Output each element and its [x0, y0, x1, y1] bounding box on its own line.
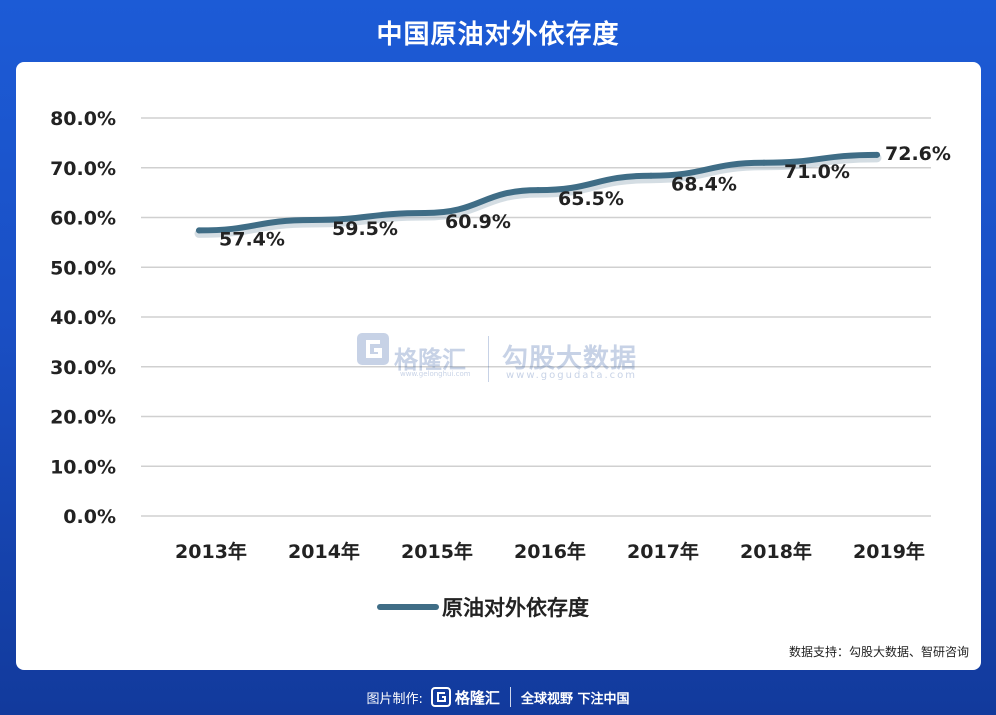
data-point [196, 227, 202, 234]
legend-label: 原油对外依存度 [442, 596, 589, 620]
data-point [874, 151, 880, 158]
series-lines [194, 151, 882, 238]
footer-slogan: 全球视野 下注中国 [520, 691, 630, 707]
data-label: 71.0% [784, 161, 850, 183]
data-label: 68.4% [671, 174, 737, 196]
data-label: 72.6% [885, 143, 951, 165]
x-axis-ticks: 2013年 2014年 2015年 2016年 2017年 2018年 2019年 [175, 540, 925, 563]
x-tick-label: 2019年 [853, 540, 925, 563]
y-tick-label: 80.0% [50, 108, 116, 130]
y-axis-ticks: 0.0% 10.0% 20.0% 30.0% 40.0% 50.0% 60.0% 70.0% 8… [50, 108, 116, 528]
data-labels: 57.4% 59.5% 60.9% 65.5% 68.4% 71.0% 72.6% [219, 143, 951, 251]
y-tick-label: 20.0% [50, 407, 116, 429]
data-point [309, 216, 315, 223]
y-tick-label: 50.0% [50, 257, 116, 279]
data-label: 57.4% [219, 228, 285, 250]
y-tick-label: 30.0% [50, 357, 116, 379]
x-tick-label: 2013年 [175, 540, 247, 563]
line-chart: 0.0% 10.0% 20.0% 30.0% 40.0% 50.0% 60.0% 70.0% 8… [50, 108, 951, 620]
source-note: 数据支持：勾股大数据、智研咨询 [788, 645, 969, 659]
footer-divider [509, 687, 511, 707]
x-tick-label: 2015年 [401, 540, 473, 563]
y-tick-label: 40.0% [50, 307, 116, 329]
data-point [648, 172, 654, 179]
data-point [535, 187, 541, 194]
data-point [422, 210, 428, 217]
data-point [761, 159, 767, 166]
page-title: 中国原油对外依存度 [376, 20, 620, 50]
footer-logo: 格隆汇 [430, 687, 500, 708]
legend: 原油对外依存度 [377, 596, 589, 620]
footer-brand: 格隆汇 [454, 688, 500, 707]
y-tick-label: 60.0% [50, 208, 116, 230]
y-tick-label: 70.0% [50, 158, 116, 180]
x-tick-label: 2016年 [514, 540, 586, 563]
grid-lines [141, 117, 931, 517]
y-tick-label: 10.0% [50, 456, 116, 478]
gelonghui-logo-icon [430, 687, 451, 707]
x-tick-label: 2017年 [627, 540, 699, 563]
data-label: 59.5% [332, 218, 398, 240]
chart-card: 0.0% 10.0% 20.0% 30.0% 40.0% 50.0% 60.0% 70.0% 8… [16, 62, 981, 670]
y-tick-label: 0.0% [63, 506, 116, 528]
footer-credit: 图片制作: [366, 691, 423, 707]
x-tick-label: 2014年 [288, 540, 360, 563]
footer: 图片制作: 格隆汇 全球视野 下注中国 [0, 683, 996, 711]
x-tick-label: 2018年 [740, 540, 812, 563]
data-label: 60.9% [445, 211, 511, 233]
data-label: 65.5% [558, 188, 624, 210]
